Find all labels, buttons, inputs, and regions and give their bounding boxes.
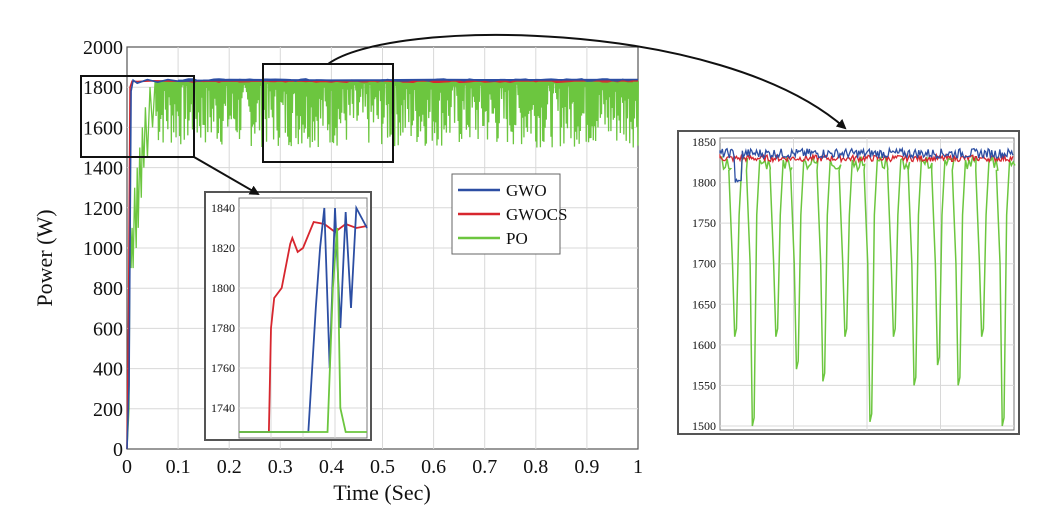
inset-2-y-tick-label: 1550 — [692, 378, 716, 392]
inset-2-y-ticks: 1500 1550 1600 1650 1700 1750 1800 1850 — [692, 135, 716, 433]
inset-2-y-tick-label: 1650 — [692, 297, 716, 311]
main-x-tick-label: 0.4 — [319, 456, 344, 478]
main-y-tick-label: 0 — [113, 439, 123, 461]
inset-1-y-tick-label: 1780 — [211, 321, 235, 335]
main-x-tick-label: 0.7 — [472, 456, 497, 478]
main-y-ticks: 0 200 400 600 800 1000 1200 1400 1600 1800 2000 — [83, 37, 123, 461]
legend-label-gwo: GWO — [506, 181, 547, 200]
main-y-tick-label: 200 — [93, 399, 123, 421]
main-x-ticks: 0 0.1 0.2 0.3 0.4 0.5 0.6 0.7 0.8 0.9 1 — [122, 456, 643, 478]
main-x-tick-label: 0.1 — [166, 456, 191, 478]
inset-1-series-po — [239, 227, 367, 433]
inset-2-y-tick-label: 1750 — [692, 216, 716, 230]
inset-1-y-tick-label: 1820 — [211, 241, 235, 255]
y-axis-label: Power (W) — [32, 209, 57, 306]
main-x-tick-label: 0.5 — [370, 456, 395, 478]
main-y-tick-label: 1200 — [83, 198, 123, 220]
zoom-region-box-1 — [80, 75, 195, 158]
inset-1-series-lines — [239, 204, 368, 433]
inset-1-y-tick-label: 1740 — [211, 401, 235, 415]
main-y-tick-label: 1800 — [83, 77, 123, 99]
inset-2-y-tick-label: 1850 — [692, 135, 716, 149]
inset-2-y-tick-label: 1700 — [692, 257, 716, 271]
main-y-tick-label: 800 — [93, 278, 123, 300]
x-axis-label: Time (Sec) — [333, 480, 431, 505]
inset-2-y-tick-label: 1600 — [692, 338, 716, 352]
inset-2-y-tick-label: 1800 — [692, 176, 716, 190]
main-x-tick-label: 0 — [122, 456, 132, 478]
legend-label-po: PO — [506, 229, 528, 248]
zoom-inset-1: 1740 1760 1780 1800 1820 1840 — [204, 191, 372, 441]
legend: GWO GWOCS PO — [451, 173, 567, 255]
inset-2-gridlines — [720, 138, 1014, 430]
zoom-inset-2: 1500 1550 1600 1650 1700 1750 1800 1850 — [677, 130, 1020, 435]
inset-2-series-po — [719, 154, 1016, 427]
zoom-arrow-1 — [193, 156, 260, 196]
legend-label-gwocs: GWOCS — [506, 205, 567, 224]
inset-1-y-tick-label: 1840 — [211, 201, 235, 215]
main-x-tick-label: 0.9 — [574, 456, 599, 478]
main-x-tick-label: 0.3 — [268, 456, 293, 478]
main-y-tick-label: 2000 — [83, 37, 123, 59]
inset-2-y-tick-label: 1500 — [692, 419, 716, 433]
inset-1-series-gwocs — [239, 220, 368, 433]
main-y-tick-label: 1400 — [83, 158, 123, 180]
main-y-tick-label: 1000 — [83, 238, 123, 260]
zoom-arrow-2 — [327, 34, 847, 130]
inset-1-y-ticks: 1740 1760 1780 1800 1820 1840 — [211, 201, 235, 415]
inset-2-series-lines — [719, 146, 1016, 427]
main-y-tick-label: 1600 — [83, 117, 123, 139]
main-y-tick-label: 400 — [93, 359, 123, 381]
inset-1-y-tick-label: 1760 — [211, 361, 235, 375]
main-y-tick-label: 600 — [93, 318, 123, 340]
main-x-tick-label: 0.2 — [217, 456, 242, 478]
inset-1-y-tick-label: 1800 — [211, 281, 235, 295]
inset-1-series-gwo — [239, 204, 368, 433]
inset-2-series-gwo — [719, 146, 1014, 183]
main-x-tick-label: 0.8 — [523, 456, 548, 478]
main-x-tick-label: 0.6 — [421, 456, 446, 478]
main-x-tick-label: 1 — [633, 456, 643, 478]
